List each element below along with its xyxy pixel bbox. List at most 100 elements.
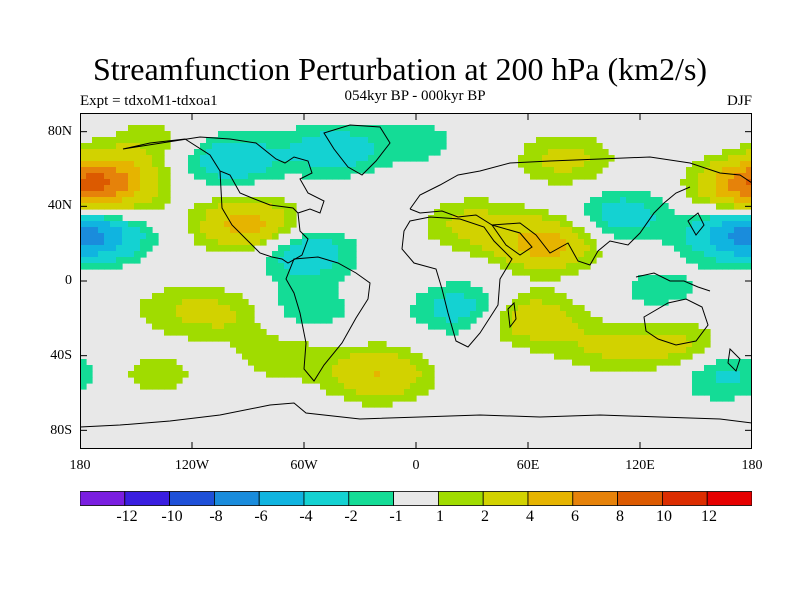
field-cell [560, 227, 567, 234]
field-cell [530, 239, 537, 246]
field-cell [242, 143, 249, 150]
field-cell [524, 269, 531, 276]
field-cell [158, 377, 165, 384]
field-cell [638, 215, 645, 222]
field-cell [440, 143, 447, 150]
field-cell [266, 215, 273, 222]
field-cell [194, 335, 201, 342]
field-cell [98, 215, 105, 222]
field-cell [254, 347, 261, 354]
field-cell [680, 239, 687, 246]
field-cell [536, 329, 543, 336]
field-cell [152, 311, 159, 318]
field-cell [494, 215, 501, 222]
field-cell [326, 137, 333, 144]
field-cell [722, 251, 729, 258]
field-cell [146, 227, 153, 234]
field-cell [182, 323, 189, 330]
field-cell [164, 377, 171, 384]
field-cell [626, 197, 633, 204]
field-cell [254, 221, 261, 228]
field-cell [212, 329, 219, 336]
field-cell [338, 143, 345, 150]
field-cell [122, 203, 129, 210]
field-cell [620, 209, 627, 216]
field-cell [344, 239, 351, 246]
field-cell [650, 299, 657, 306]
field-cell [668, 335, 675, 342]
field-cell [290, 341, 297, 348]
field-cell [86, 215, 93, 222]
field-cell [410, 359, 417, 366]
field-cell [632, 323, 639, 330]
field-cell [716, 233, 723, 240]
field-cell [206, 299, 213, 306]
field-cell [248, 155, 255, 162]
field-cell [746, 185, 752, 192]
field-cell [356, 161, 363, 168]
field-cell [638, 191, 645, 198]
field-cell [596, 347, 603, 354]
field-cell [308, 161, 315, 168]
field-cell [704, 185, 711, 192]
field-cell [146, 191, 153, 198]
field-cell [302, 125, 309, 132]
field-cell [98, 197, 105, 204]
field-cell [626, 215, 633, 222]
field-cell [518, 335, 525, 342]
field-cell [152, 143, 159, 150]
field-cell [578, 305, 585, 312]
field-cell [518, 305, 525, 312]
field-cell [218, 287, 225, 294]
field-cell [578, 329, 585, 336]
field-cell [608, 341, 615, 348]
field-cell [428, 125, 435, 132]
field-cell [458, 203, 465, 210]
field-cell [314, 287, 321, 294]
field-cell [224, 317, 231, 324]
field-cell [344, 347, 351, 354]
field-cell [578, 341, 585, 348]
field-cell [554, 227, 561, 234]
field-cell [530, 221, 537, 228]
field-cell [368, 353, 375, 360]
field-cell [404, 395, 411, 402]
field-cell [710, 227, 717, 234]
field-cell [344, 257, 351, 264]
field-cell [350, 245, 357, 252]
field-cell [194, 227, 201, 234]
field-cell [338, 305, 345, 312]
field-cell [260, 227, 267, 234]
field-cell [446, 233, 453, 240]
field-cell [722, 221, 729, 228]
field-cell [242, 149, 249, 156]
field-cell [110, 233, 117, 240]
field-cell [584, 329, 591, 336]
field-cell [182, 371, 189, 378]
field-cell [314, 365, 321, 372]
field-cell [122, 131, 129, 138]
field-cell [404, 383, 411, 390]
field-cell [476, 221, 483, 228]
field-cell [590, 335, 597, 342]
field-cell [164, 179, 171, 186]
field-cell [740, 251, 747, 258]
field-cell [128, 197, 135, 204]
field-cell [332, 167, 339, 174]
field-cell [164, 323, 171, 330]
field-cell [218, 215, 225, 222]
field-cell [572, 173, 579, 180]
field-cell [440, 323, 447, 330]
field-cell [410, 383, 417, 390]
field-cell [140, 233, 147, 240]
field-cell [242, 221, 249, 228]
field-cell [746, 179, 752, 186]
field-cell [356, 143, 363, 150]
field-cell [482, 215, 489, 222]
field-cell [176, 317, 183, 324]
field-cell [542, 167, 549, 174]
field-cell [452, 245, 459, 252]
field-cell [266, 353, 273, 360]
x-tick-label: 120W [174, 458, 210, 473]
field-cell [338, 137, 345, 144]
